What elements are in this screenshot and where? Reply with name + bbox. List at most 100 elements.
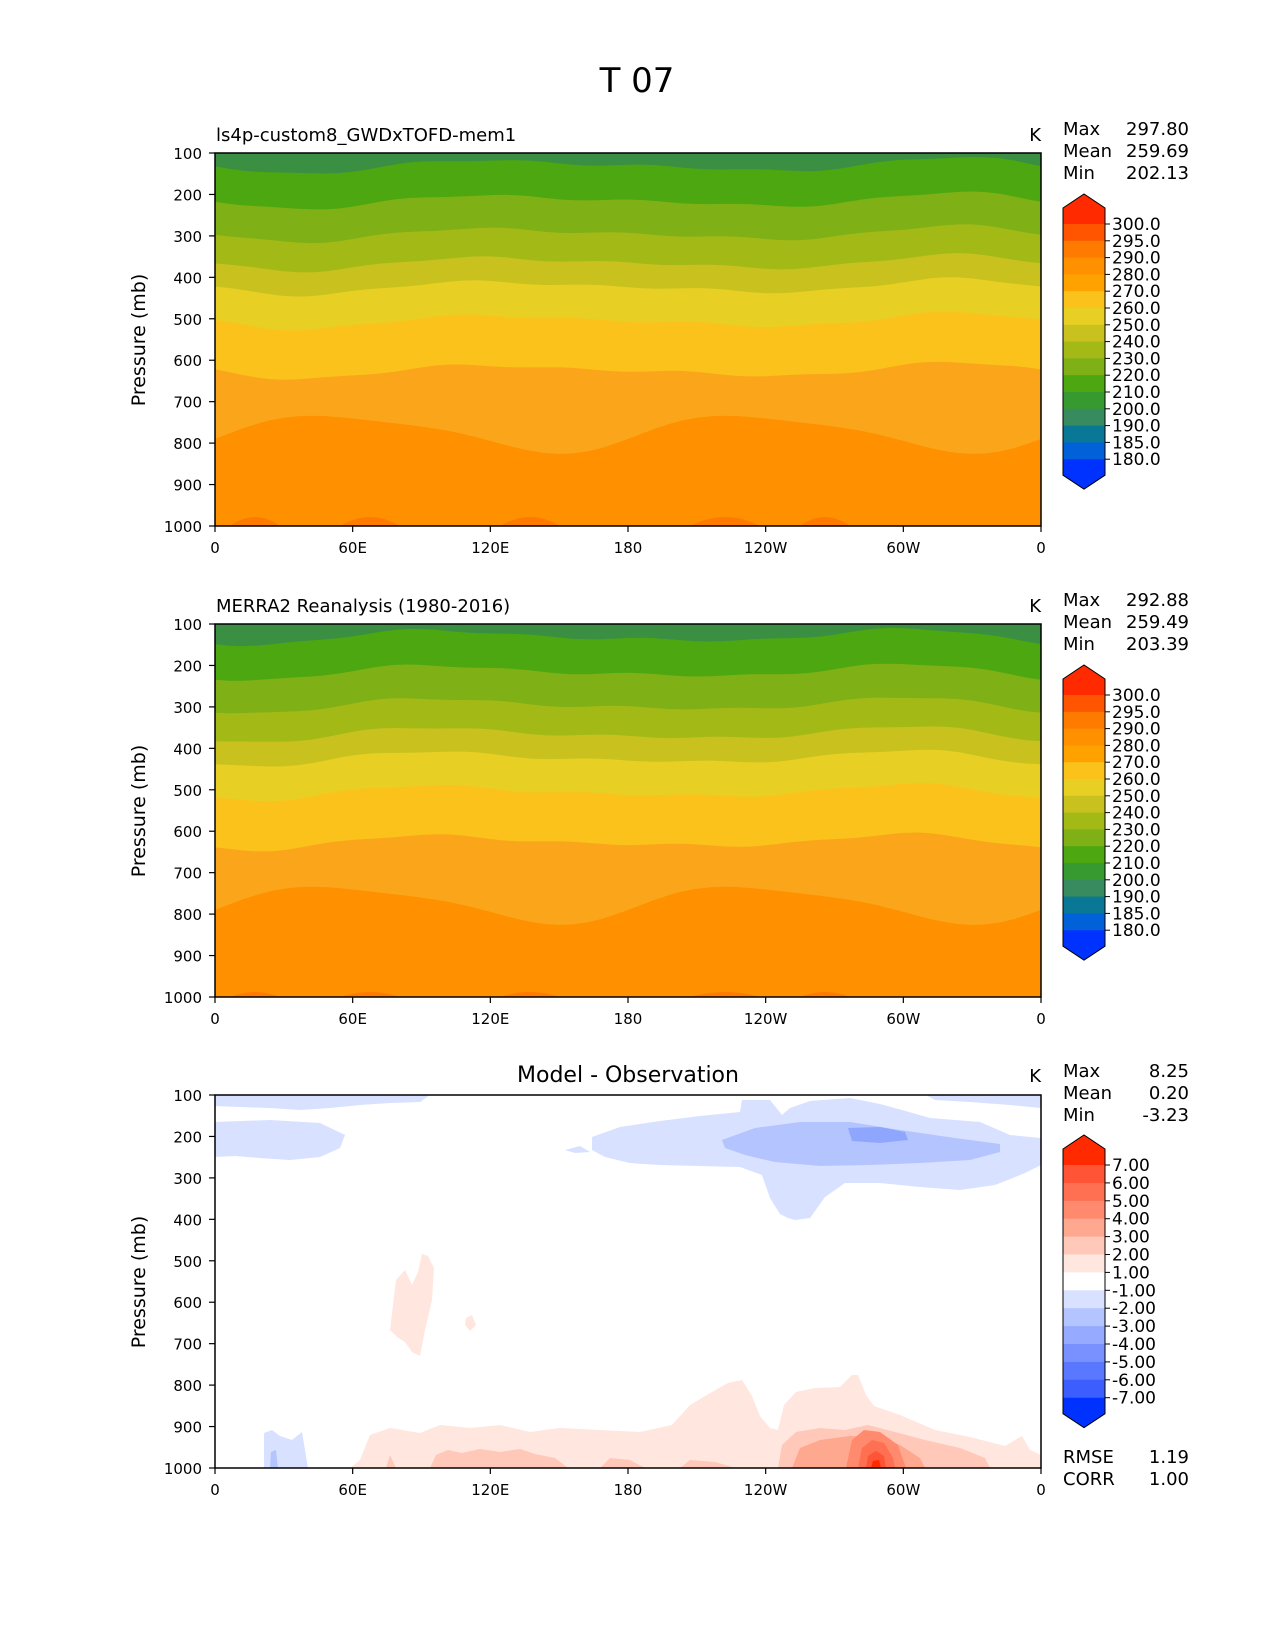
y-tick-label: 100 <box>173 616 202 634</box>
positive-region-lvl1 <box>390 1254 434 1356</box>
colorbar: 300.0295.0290.0280.0270.0260.0250.0240.0… <box>1062 193 1161 490</box>
colorbar: 300.0295.0290.0280.0270.0260.0250.0240.0… <box>1062 664 1161 961</box>
y-tick-label: 800 <box>173 906 202 924</box>
colorbar-segment <box>1063 879 1105 897</box>
colorbar-tick-label: 250.0 <box>1112 787 1161 807</box>
y-tick-label: 600 <box>173 352 202 370</box>
colorbar-extend-min <box>1063 1397 1105 1428</box>
y-tick-label: 100 <box>173 1087 202 1105</box>
contour-band <box>340 992 400 997</box>
stat-value-max: 8.25 <box>1149 1061 1189 1082</box>
units-label: K <box>1029 125 1042 146</box>
colorbar-segment <box>1063 795 1105 813</box>
negative-region-lvl3 <box>848 1127 908 1143</box>
contour-band <box>95 517 125 526</box>
colorbar-segment <box>1063 392 1105 410</box>
colorbar-segment <box>1063 896 1105 914</box>
stats-block: Max 297.80 Mean 259.69 Min 202.13 <box>1063 119 1189 184</box>
x-tick-label: 120E <box>471 1481 509 1499</box>
colorbar-segment <box>1063 812 1105 830</box>
contour-band <box>95 992 125 997</box>
stat-label-mean: Mean <box>1063 1083 1112 1104</box>
y-tick-label: 600 <box>173 823 202 841</box>
x-tick-label: 120E <box>471 539 509 557</box>
y-tick-label: 800 <box>173 1377 202 1395</box>
colorbar-tick-label: 290.0 <box>1112 249 1161 269</box>
negative-region-lvl1 <box>215 1095 430 1110</box>
stat-value-mean: 259.69 <box>1126 141 1189 162</box>
x-ticks: 0 60E 120E 180 120W 60W 0 <box>210 1468 1046 1499</box>
colorbar-tick-label: 185.0 <box>1112 433 1161 453</box>
colorbar-segment <box>1063 762 1105 780</box>
y-tick-label: 200 <box>173 1128 202 1146</box>
positive-region-lvl2 <box>600 1458 645 1468</box>
colorbar-tick-label: -4.00 <box>1112 1335 1156 1355</box>
stat-label-min: Min <box>1063 163 1095 184</box>
x-tick-label: 0 <box>210 539 220 557</box>
stat-label-corr: CORR <box>1063 1469 1115 1490</box>
x-ticks: 0 60E 120E 180 120W 60W 0 <box>210 997 1046 1028</box>
y-tick-label: 900 <box>173 477 202 495</box>
negative-region-lvl1 <box>215 1120 345 1160</box>
negative-region-lvl1 <box>565 1146 590 1153</box>
colorbar-extend-min <box>1063 930 1105 961</box>
x-tick-label: 120E <box>471 1010 509 1028</box>
stat-value-min: 203.39 <box>1126 634 1189 655</box>
colorbar-segment <box>1063 375 1105 393</box>
y-tick-label: 1000 <box>164 989 202 1007</box>
colorbar-segment <box>1063 341 1105 359</box>
colorbar-segment <box>1063 728 1105 746</box>
y-tick-label: 200 <box>173 657 202 675</box>
contour-field-difference <box>215 1095 1041 1468</box>
stat-label-max: Max <box>1063 590 1101 611</box>
colorbar-tick-label: 4.00 <box>1112 1210 1150 1230</box>
contour-band <box>215 886 1041 997</box>
y-tick-label: 800 <box>173 435 202 453</box>
contour-field-model <box>95 153 1041 526</box>
stat-value-min: 202.13 <box>1126 163 1189 184</box>
colorbar-segment <box>1063 308 1105 326</box>
y-tick-label: 400 <box>173 269 202 287</box>
y-tick-label: 100 <box>173 145 202 163</box>
y-ticks: 100 200 300 400 500 600 700 800 900 1000 <box>164 145 215 536</box>
stat-label-min: Min <box>1063 1105 1095 1126</box>
colorbar-tick-label: 270.0 <box>1112 753 1161 773</box>
colorbar-segment <box>1063 863 1105 881</box>
x-tick-label: 60W <box>886 539 920 557</box>
stat-value-mean: 0.20 <box>1149 1083 1189 1104</box>
stat-value-rmse: 1.19 <box>1149 1447 1189 1468</box>
colorbar-segment <box>1063 442 1105 460</box>
y-tick-label: 600 <box>173 1294 202 1312</box>
colorbar: 7.006.005.004.003.002.001.00-1.00-2.00-3… <box>1062 1134 1156 1429</box>
y-tick-label: 300 <box>173 228 202 246</box>
contour-band <box>690 517 760 526</box>
colorbar-tick-label: 290.0 <box>1112 720 1161 740</box>
contour-band <box>500 517 560 526</box>
colorbar-segment <box>1063 1379 1105 1399</box>
contour-field-observation <box>95 624 1041 997</box>
colorbar-tick-label: 280.0 <box>1112 736 1161 756</box>
colorbar-segment <box>1063 1272 1105 1291</box>
contour-band <box>230 992 280 997</box>
x-tick-label: 0 <box>210 1010 220 1028</box>
colorbar-tick-label: 270.0 <box>1112 282 1161 302</box>
contour-band <box>340 517 400 526</box>
colorbar-segment <box>1063 240 1105 258</box>
stat-label-min: Min <box>1063 634 1095 655</box>
y-tick-label: 1000 <box>164 518 202 536</box>
x-tick-label: 120W <box>744 539 788 557</box>
colorbar-tick-label: 2.00 <box>1112 1246 1150 1266</box>
stat-label-mean: Mean <box>1063 141 1112 162</box>
figure-title: T 07 <box>599 61 675 101</box>
y-tick-label: 700 <box>173 394 202 412</box>
colorbar-tick-label: 180.0 <box>1112 921 1161 941</box>
colorbar-segment <box>1063 324 1105 342</box>
stat-label-max: Max <box>1063 119 1101 140</box>
colorbar-tick-label: 185.0 <box>1112 904 1161 924</box>
x-tick-label: 180 <box>614 539 643 557</box>
x-tick-label: 60W <box>886 1010 920 1028</box>
colorbar-tick-label: 300.0 <box>1112 686 1161 706</box>
y-tick-label: 700 <box>173 865 202 883</box>
panel-difference: Model - Observation K Pressure (mb) 100 2… <box>128 1061 1189 1499</box>
